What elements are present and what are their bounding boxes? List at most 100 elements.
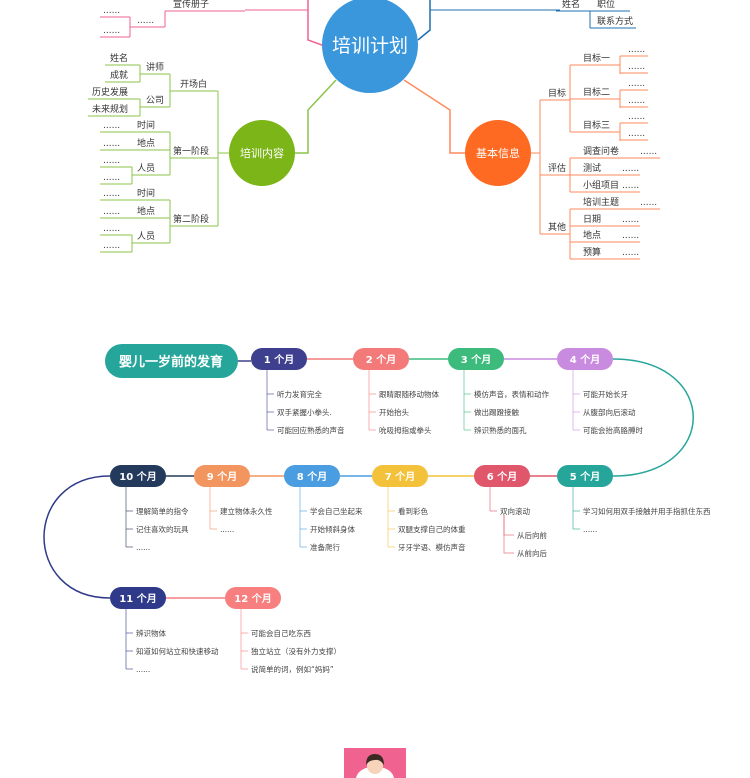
label: ...... [640, 198, 657, 208]
label: 第二阶段 [173, 213, 209, 225]
label: 未来规划 [92, 103, 128, 115]
label: 调查问卷 [583, 145, 619, 157]
connector [503, 515, 514, 554]
month-item: 知道如何站立和快速移动 [136, 646, 219, 656]
label: 地点 [137, 137, 155, 149]
month-pill [448, 348, 504, 370]
month-item: 跟睛跟随移动物体 [379, 389, 439, 399]
connector [295, 79, 337, 154]
label: 目标一 [583, 52, 610, 64]
month-item: 说简单的词，例如“妈妈” [251, 664, 334, 674]
label: 培训主题 [583, 196, 619, 208]
month-label: 9 个月 [207, 470, 237, 483]
month-label: 4 个月 [570, 353, 600, 366]
label: 时间 [137, 119, 155, 131]
label: 人员 [137, 163, 155, 174]
month-item: 双向滚动 [500, 506, 530, 516]
label: 人员 [137, 231, 155, 242]
label: ...... [628, 62, 645, 72]
month-item: 从腹部向后滚动 [583, 407, 636, 417]
connector [531, 100, 541, 234]
month-item: 听力发育完全 [277, 389, 322, 399]
branch-label: 培训内容 [240, 146, 284, 160]
month-item: 学习如何用双手接触并用手指抓住东西 [583, 506, 711, 516]
month-item: 学会自己坐起来 [310, 506, 363, 516]
avatar-hair [366, 754, 384, 765]
month-item: 辨识熟悉的面孔 [474, 425, 527, 435]
month-item: 模仿声音，表情和动作 [474, 389, 549, 399]
label: 联系方式 [597, 15, 633, 27]
label: 第一阶段 [173, 145, 209, 157]
label: ...... [628, 112, 645, 122]
avatar-face [367, 758, 383, 774]
connector [612, 358, 694, 477]
month-item: 牙牙学语、模仿声音 [398, 542, 466, 552]
label: ...... [103, 189, 120, 199]
timeline-title: 婴儿一岁前的发育 [119, 354, 223, 370]
label: 讲师 [146, 61, 164, 73]
label: 其他 [548, 221, 566, 233]
label: ...... [622, 231, 639, 241]
label: ...... [103, 156, 120, 166]
center-node [322, 0, 418, 93]
label: 职位 [597, 0, 615, 10]
month-item: 开始抬头 [379, 407, 409, 417]
month-label: 2 个月 [366, 353, 396, 366]
month-subitem: 从前向后 [517, 548, 547, 558]
month-item: ...... [136, 543, 150, 552]
month-item: 理解简单的指令 [136, 506, 189, 516]
label: 宣传册子 [173, 0, 209, 10]
label: ...... [622, 248, 639, 258]
month-label: 7 个月 [385, 470, 415, 483]
month-item: 可能会抬高胳膊时 [583, 425, 643, 435]
month-label: 12 个月 [234, 592, 271, 605]
label: 预算 [583, 246, 601, 258]
month-item: 做出踢蹬接触 [474, 407, 519, 417]
month-pill [251, 348, 307, 370]
month-pill [225, 587, 281, 609]
month-pill [110, 465, 166, 487]
label: ...... [628, 129, 645, 139]
month-label: 5 个月 [570, 470, 600, 483]
label: 成就 [110, 69, 128, 81]
label: ...... [622, 181, 639, 191]
connector [43, 475, 111, 599]
label: 日期 [583, 214, 601, 225]
connector [403, 79, 465, 154]
branch-node [229, 120, 295, 186]
label: ...... [103, 26, 120, 36]
month-label: 10 个月 [119, 470, 156, 483]
label: ...... [103, 6, 120, 16]
label: 开场白 [180, 78, 207, 90]
month-subitem: 从后向前 [517, 530, 547, 540]
label: ...... [103, 224, 120, 234]
label: ...... [622, 215, 639, 225]
label: 目标 [548, 87, 566, 99]
label: ...... [628, 96, 645, 106]
label: 评估 [548, 162, 566, 174]
label: ...... [622, 164, 639, 174]
label: ...... [103, 207, 120, 217]
month-item: ...... [583, 525, 597, 534]
branch-node [465, 120, 531, 186]
month-item: 准备爬行 [310, 542, 340, 552]
branch-label: 基本信息 [476, 146, 520, 160]
label: ...... [137, 16, 154, 26]
label: ...... [628, 45, 645, 55]
label: 地点 [583, 229, 601, 241]
label: 小组项目 [583, 179, 619, 191]
month-pill [194, 465, 250, 487]
label: ...... [103, 121, 120, 131]
month-pill [557, 348, 613, 370]
month-label: 1 个月 [264, 353, 294, 366]
month-pill [353, 348, 409, 370]
label: 公司 [146, 95, 164, 106]
month-pill [474, 465, 530, 487]
month-item: 可能会自己吃东西 [251, 628, 311, 638]
label: 目标二 [583, 86, 610, 98]
month-item: 双手紧握小拳头. [277, 407, 332, 417]
month-label: 11 个月 [119, 592, 156, 605]
label: 测试 [583, 162, 601, 174]
month-item: 建立物体永久性 [220, 506, 273, 516]
